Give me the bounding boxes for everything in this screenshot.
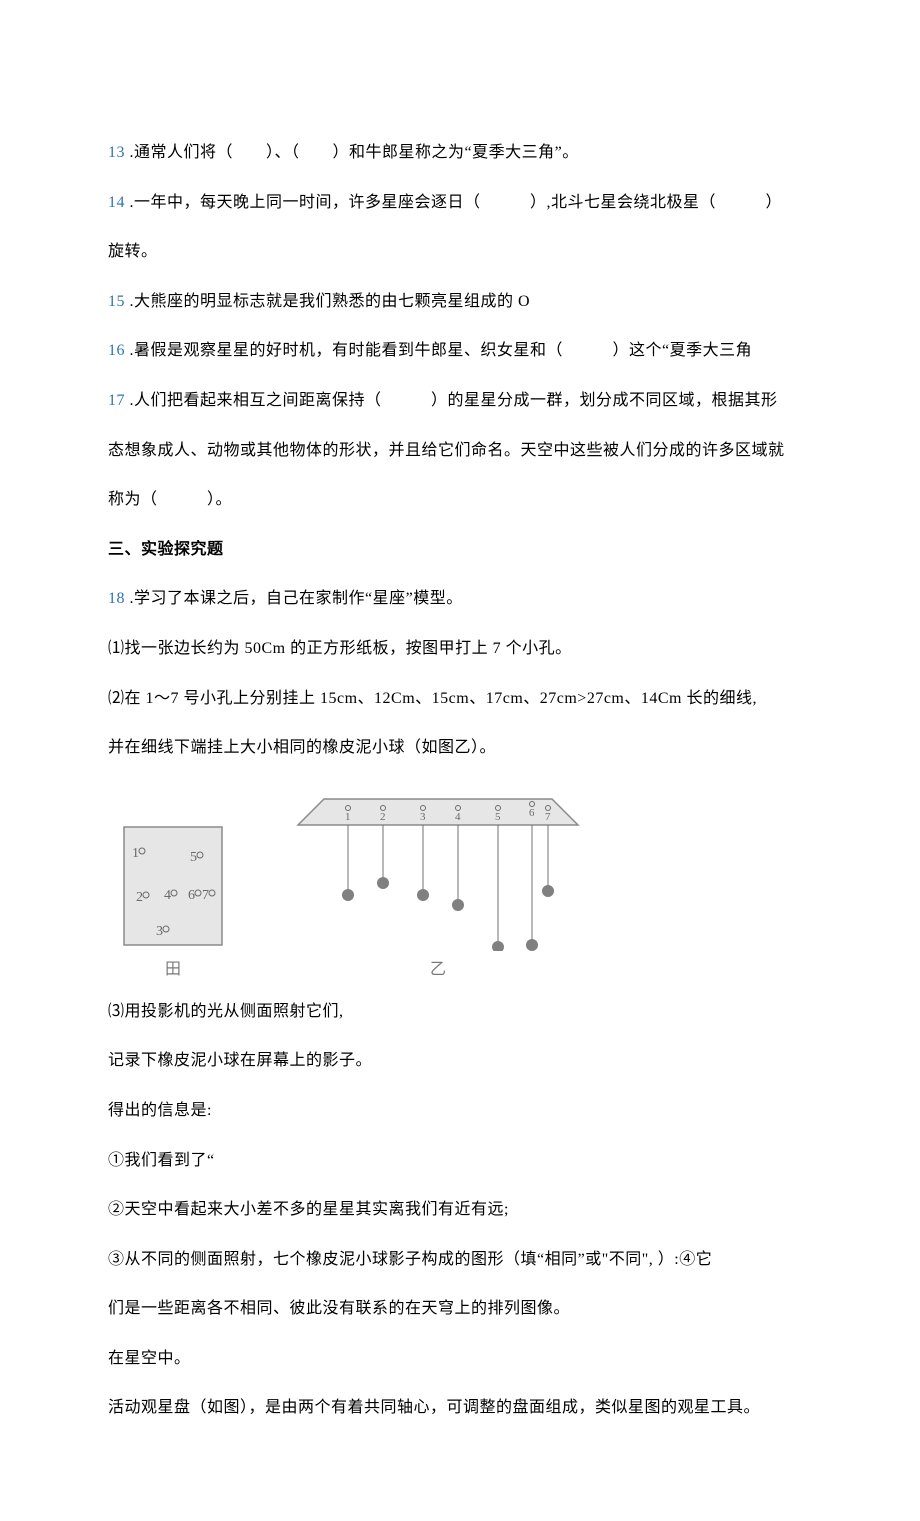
question-16: 16 .暑假是观察星星的好时机，有时能看到牛郎星、织女星和（ ）这个“夏季大三角 bbox=[108, 334, 812, 368]
figure-a-label: 田 bbox=[165, 955, 181, 979]
q18-p4: ②天空中看起来大小差不多的星星其实离我们有近有远; bbox=[108, 1193, 812, 1227]
question-14a: 14 .一年中，每天晚上同一时间，许多星座会逐日（ ）,北斗七星会绕北极星（ ） bbox=[108, 186, 812, 220]
question-15: 15 .大熊座的明显标志就是我们熟悉的由七颗亮星组成的 O bbox=[108, 285, 812, 319]
svg-text:5: 5 bbox=[495, 811, 501, 823]
qnum-16: 16 bbox=[108, 342, 125, 359]
q18-step2b: 并在细线下端挂上大小相同的橡皮泥小球（如图乙）。 bbox=[108, 731, 812, 765]
q18-p7: 在星空中。 bbox=[108, 1342, 812, 1376]
svg-text:7: 7 bbox=[202, 888, 209, 903]
svg-text:5: 5 bbox=[190, 850, 197, 865]
figure-b: 1 2 3 4 5 67 乙 bbox=[288, 781, 588, 979]
figure-a-svg: 1 5 2 4 67 3 bbox=[118, 821, 228, 951]
svg-text:4: 4 bbox=[455, 811, 461, 823]
svg-text:6: 6 bbox=[188, 888, 195, 903]
svg-text:4: 4 bbox=[164, 888, 171, 903]
q17-text-c: 称为（ ）。 bbox=[108, 491, 232, 508]
q18-p2: 得出的信息是: bbox=[108, 1094, 812, 1128]
svg-text:3: 3 bbox=[420, 811, 426, 823]
qnum-18: 18 bbox=[108, 590, 125, 607]
q13-text: .通常人们将（ ）、（ ）和牛郎星称之为“夏季大三角”。 bbox=[125, 144, 579, 161]
svg-text:2: 2 bbox=[380, 811, 386, 823]
figure-b-svg: 1 2 3 4 5 67 bbox=[288, 781, 588, 951]
q18-p8: 活动观星盘（如图），是由两个有着共同轴心，可调整的盘面组成，类似星图的观星工具。 bbox=[108, 1391, 812, 1425]
question-17c: 称为（ ）。 bbox=[108, 483, 812, 517]
q18-intro: .学习了本课之后，自己在家制作“星座”模型。 bbox=[125, 590, 463, 607]
q18-step2a: ⑵在 1〜7 号小孔上分别挂上 15cm、12Cm、15cm、17cm、27cm… bbox=[108, 682, 812, 716]
q14-text-a: .一年中，每天晚上同一时间，许多星座会逐日（ ）,北斗七星会绕北极星（ ） bbox=[125, 194, 782, 211]
question-13: 13 .通常人们将（ ）、（ ）和牛郎星称之为“夏季大三角”。 bbox=[108, 136, 812, 170]
figure-b-label: 乙 bbox=[430, 955, 446, 979]
figure-a: 1 5 2 4 67 3 田 bbox=[118, 821, 228, 979]
q18-step3: ⑶用投影机的光从侧面照射它们, bbox=[108, 995, 812, 1029]
figure-row: 1524673 田 1234567 乙 bbox=[118, 781, 812, 979]
q18-p3: ①我们看到了“ bbox=[108, 1144, 812, 1178]
q18-p5: ③从不同的侧面照射，七个橡皮泥小球影子构成的图形（填“相同”或"不同", ）:④… bbox=[108, 1243, 812, 1277]
section-3-title: 三、实验探究题 bbox=[108, 533, 812, 567]
qnum-17: 17 bbox=[108, 392, 125, 409]
q18-p6: 们是一些距离各不相同、彼此没有联系的在天穹上的排列图像。 bbox=[108, 1292, 812, 1326]
q18-step1: ⑴找一张边长约为 50Cm 的正方形纸板，按图甲打上 7 个小孔。 bbox=[108, 632, 812, 666]
svg-text:7: 7 bbox=[545, 811, 551, 823]
q17-text-b: 态想象成人、动物或其他物体的形状，并且给它们命名。天空中这些被人们分成的许多区域… bbox=[108, 442, 785, 459]
q18-p1: 记录下橡皮泥小球在屏幕上的影子。 bbox=[108, 1044, 812, 1078]
question-17b: 态想象成人、动物或其他物体的形状，并且给它们命名。天空中这些被人们分成的许多区域… bbox=[108, 434, 812, 468]
q17-text-a: .人们把看起来相互之间距离保持（ ）的星星分成一群，划分成不同区域，根据其形 bbox=[125, 392, 778, 409]
document-page: 13 .通常人们将（ ）、（ ）和牛郎星称之为“夏季大三角”。 14 .一年中，… bbox=[0, 0, 920, 1521]
svg-text:6: 6 bbox=[529, 807, 535, 819]
svg-text:2: 2 bbox=[136, 890, 143, 905]
q16-text: .暑假是观察星星的好时机，有时能看到牛郎星、织女星和（ ）这个“夏季大三角 bbox=[125, 342, 752, 359]
question-14b: 旋转。 bbox=[108, 235, 812, 269]
q14-text-b: 旋转。 bbox=[108, 243, 158, 260]
question-18: 18 .学习了本课之后，自己在家制作“星座”模型。 bbox=[108, 582, 812, 616]
question-17a: 17 .人们把看起来相互之间距离保持（ ）的星星分成一群，划分成不同区域，根据其… bbox=[108, 384, 812, 418]
svg-text:1: 1 bbox=[132, 846, 139, 861]
qnum-15: 15 bbox=[108, 293, 125, 310]
q15-text: .大熊座的明显标志就是我们熟悉的由七颗亮星组成的 O bbox=[125, 293, 530, 310]
svg-text:1: 1 bbox=[345, 811, 351, 823]
qnum-13: 13 bbox=[108, 144, 125, 161]
qnum-14: 14 bbox=[108, 194, 125, 211]
svg-text:3: 3 bbox=[156, 924, 163, 939]
